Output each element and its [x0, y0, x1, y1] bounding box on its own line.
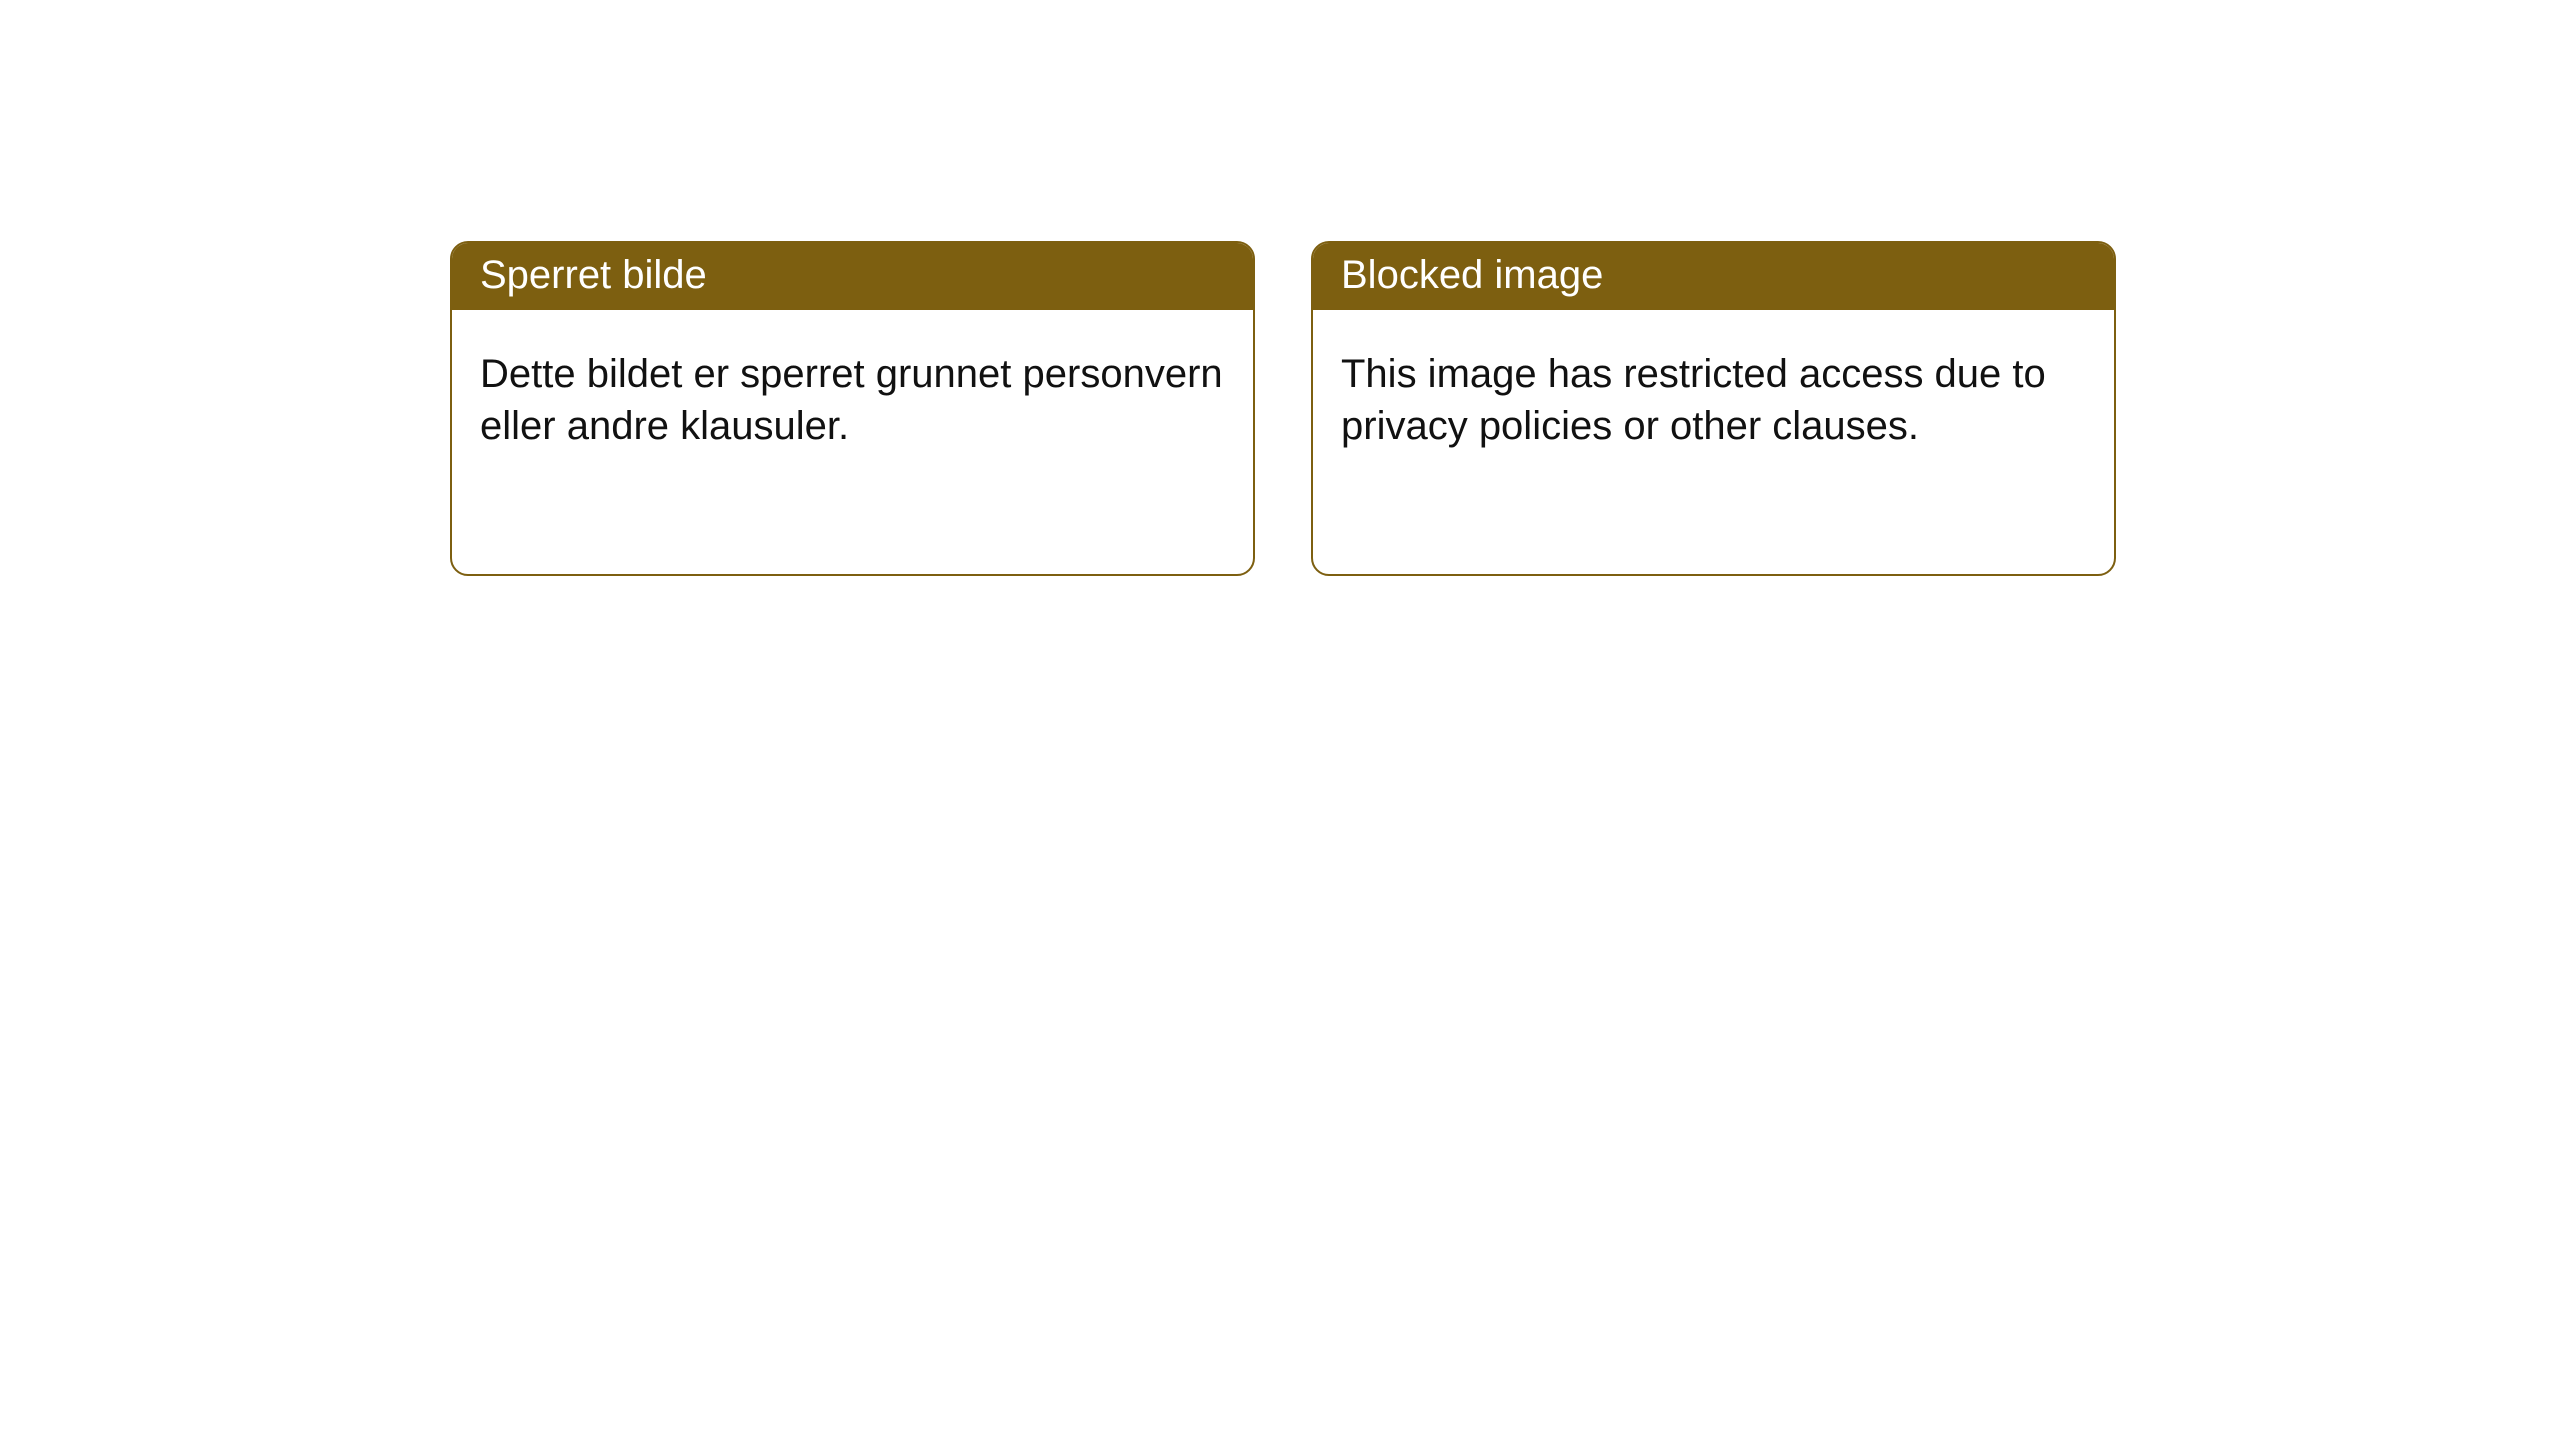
- notice-card-norwegian: Sperret bilde Dette bildet er sperret gr…: [450, 241, 1255, 576]
- card-message: Dette bildet er sperret grunnet personve…: [480, 352, 1223, 448]
- card-header: Blocked image: [1313, 243, 2114, 310]
- card-body: Dette bildet er sperret grunnet personve…: [452, 310, 1253, 490]
- card-title: Blocked image: [1341, 253, 1603, 297]
- card-header: Sperret bilde: [452, 243, 1253, 310]
- notice-card-english: Blocked image This image has restricted …: [1311, 241, 2116, 576]
- card-title: Sperret bilde: [480, 253, 707, 297]
- card-message: This image has restricted access due to …: [1341, 352, 2046, 448]
- card-body: This image has restricted access due to …: [1313, 310, 2114, 490]
- notice-container: Sperret bilde Dette bildet er sperret gr…: [0, 0, 2560, 576]
